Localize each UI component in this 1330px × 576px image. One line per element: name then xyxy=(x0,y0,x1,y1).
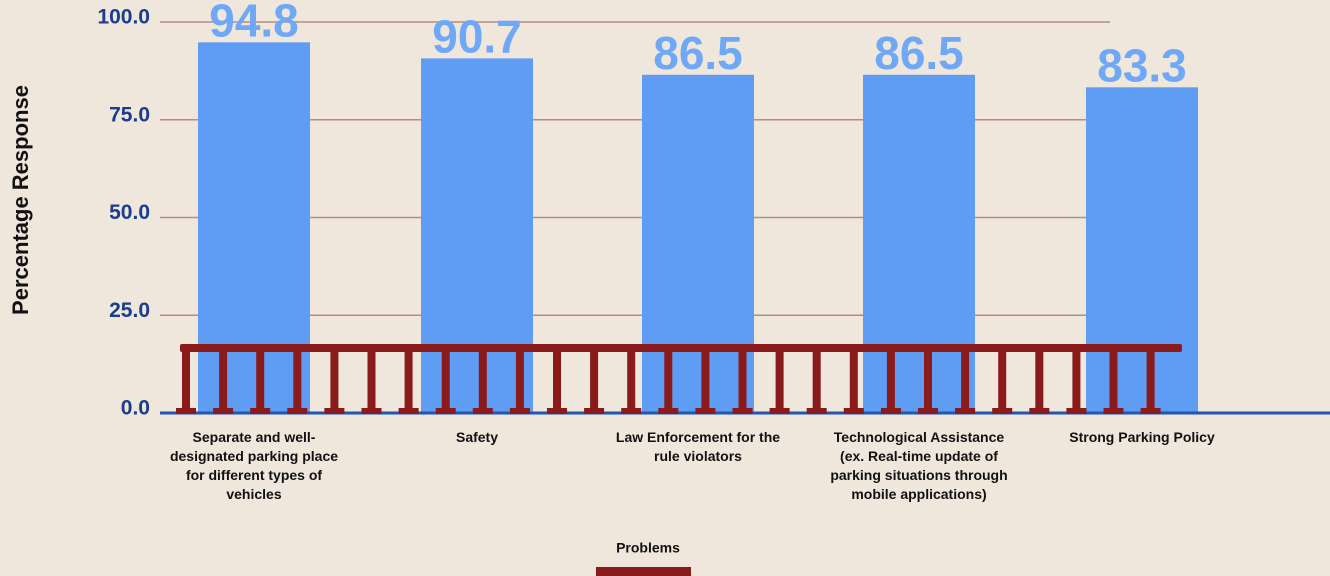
x-tick-label: Technological Assistance (ex. Real-time … xyxy=(829,428,1009,504)
fence-post xyxy=(1072,348,1080,412)
fence-foot xyxy=(955,408,975,414)
x-tick-label: Strong Parking Policy xyxy=(1052,428,1232,447)
fence-post xyxy=(813,348,821,412)
fence-post xyxy=(368,348,376,412)
fence-post xyxy=(590,348,598,412)
fence-post xyxy=(924,348,932,412)
fence-foot xyxy=(436,408,456,414)
fence-foot xyxy=(399,408,419,414)
y-tick-label: 50.0 xyxy=(109,201,150,224)
fence-foot xyxy=(992,408,1012,414)
y-tick-label: 25.0 xyxy=(109,299,150,322)
fence-foot xyxy=(324,408,344,414)
fence-foot xyxy=(584,408,604,414)
fence-post xyxy=(627,348,635,412)
y-axis-title: Percentage Response xyxy=(8,85,33,315)
fence-post xyxy=(405,348,413,412)
fence-post xyxy=(1147,348,1155,412)
fence-post xyxy=(887,348,895,412)
fence-foot xyxy=(1029,408,1049,414)
fence-foot xyxy=(213,408,233,414)
fence-post xyxy=(664,348,672,412)
fence-post xyxy=(1035,348,1043,412)
fence-foot xyxy=(1066,408,1086,414)
x-axis-title: Problems xyxy=(616,540,680,556)
fence-foot xyxy=(1141,408,1161,414)
fence-post xyxy=(256,348,264,412)
x-tick-label: Separate and well-designated parking pla… xyxy=(164,428,344,504)
data-label: 83.3 xyxy=(1097,39,1187,91)
fence-foot xyxy=(807,408,827,414)
fence-foot xyxy=(1104,408,1124,414)
fence-foot xyxy=(621,408,641,414)
data-label: 86.5 xyxy=(653,27,743,79)
fence-foot xyxy=(881,408,901,414)
fence-foot xyxy=(658,408,678,414)
fence-foot xyxy=(176,408,196,414)
fence-post xyxy=(998,348,1006,412)
data-label: 86.5 xyxy=(874,27,964,79)
bar xyxy=(642,75,754,413)
data-label: 90.7 xyxy=(432,11,522,63)
fence-foot xyxy=(510,408,530,414)
fence-post xyxy=(701,348,709,412)
fence-post xyxy=(182,348,190,412)
x-tick-label: Safety xyxy=(387,428,567,447)
fence-post xyxy=(442,348,450,412)
fence-post xyxy=(553,348,561,412)
bar xyxy=(1086,87,1198,413)
fence-post xyxy=(961,348,969,412)
fence-foot xyxy=(695,408,715,414)
fence-post xyxy=(850,348,858,412)
page: Percentage Response Problems 0.0 25.0 50.0… xyxy=(0,0,1330,576)
fence-post xyxy=(1110,348,1118,412)
y-tick-label: 75.0 xyxy=(109,103,150,126)
fence-post xyxy=(516,348,524,412)
fence-foot xyxy=(733,408,753,414)
legend-swatch xyxy=(596,567,691,576)
fence-post xyxy=(479,348,487,412)
fence-foot xyxy=(844,408,864,414)
fence-post xyxy=(293,348,301,412)
y-tick-label: 100.0 xyxy=(97,6,150,29)
fence-foot xyxy=(473,408,493,414)
fence-post xyxy=(219,348,227,412)
fence-foot xyxy=(547,408,567,414)
fence-foot xyxy=(770,408,790,414)
y-tick-label: 0.0 xyxy=(121,397,150,420)
fence-foot xyxy=(250,408,270,414)
bar xyxy=(198,42,310,413)
fence-foot xyxy=(918,408,938,414)
x-tick-label: Law Enforcement for the rule violators xyxy=(608,428,788,466)
fence-foot xyxy=(287,408,307,414)
fence-rail xyxy=(180,344,1182,352)
fence-post xyxy=(776,348,784,412)
fence-foot xyxy=(362,408,382,414)
data-label: 94.8 xyxy=(209,0,299,46)
fence-post xyxy=(330,348,338,412)
bar xyxy=(863,75,975,413)
fence-post xyxy=(739,348,747,412)
